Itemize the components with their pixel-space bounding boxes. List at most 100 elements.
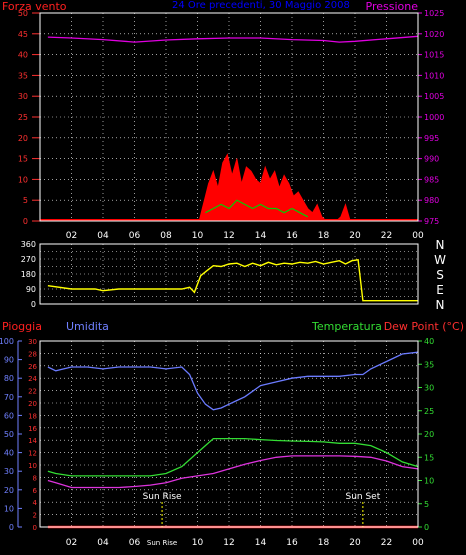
pressure-y-tick-label: 1000 <box>424 113 444 122</box>
weather-x-tick-label: 04 <box>97 538 109 548</box>
weather-x-tick-label: Sun Rise <box>147 539 177 547</box>
wind-y-tick-label: 25 <box>18 113 28 122</box>
wind-gust-line <box>205 199 309 218</box>
pressure-y-tick-label: 975 <box>424 217 439 226</box>
wind-x-tick-label: 10 <box>192 231 204 241</box>
sunset-label: Sun Set <box>345 492 380 502</box>
rain-y-tick-label: 22 <box>28 388 37 396</box>
pressure-axis-title: Pressione <box>366 0 419 13</box>
dewpoint-line <box>47 455 419 489</box>
temp-y-tick-label: 20 <box>424 430 434 439</box>
temp-y-tick-label: 30 <box>424 384 434 393</box>
temperature-axis-title: Temperatura <box>311 320 382 333</box>
dir-y-tick-label: 180 <box>21 270 36 279</box>
pressure-y-tick-label: 1025 <box>424 9 444 18</box>
wind-x-tick-label: 12 <box>223 231 234 241</box>
pressure-y-tick-label: 1020 <box>424 30 444 39</box>
wind-y-tick-label: 5 <box>23 196 28 205</box>
pressure-y-tick-label: 980 <box>424 196 439 205</box>
weather-x-tick-label: 20 <box>349 538 361 548</box>
temp-y-tick-label: 40 <box>424 337 434 346</box>
humidity-y-tick-label: 0 <box>9 523 14 532</box>
rain-y-tick-label: 30 <box>28 338 37 346</box>
rain-y-tick-label: 12 <box>28 450 37 458</box>
wind-x-tick-label: 20 <box>349 231 361 241</box>
humidity-line <box>47 351 419 411</box>
rain-axis-title: Pioggia <box>2 320 42 333</box>
rain-y-tick-label: 18 <box>28 412 37 420</box>
weather-x-tick-label: 00 <box>412 538 424 548</box>
dir-compass-label: W <box>434 253 446 267</box>
wind-frame <box>39 12 419 222</box>
wind-y-tick-label: 0 <box>23 217 28 226</box>
wind-x-tick-label: 02 <box>66 231 77 241</box>
pressure-y-tick-label: 1015 <box>424 51 444 60</box>
temp-y-tick-label: 0 <box>424 523 429 532</box>
wind-x-tick-label: 22 <box>381 231 392 241</box>
rain-y-tick-label: 0 <box>33 524 37 532</box>
wind-x-tick-label: 16 <box>286 231 298 241</box>
humidity-y-tick-label: 90 <box>4 356 14 365</box>
chart-title: 24 Ore precedenti, 30 Maggio 2008 <box>172 0 350 11</box>
rain-y-tick-label: 24 <box>28 375 37 383</box>
temp-y-tick-label: 5 <box>424 500 429 509</box>
temperature-line <box>47 437 419 477</box>
wind-y-tick-label: 45 <box>18 30 28 39</box>
rain-y-tick-label: 16 <box>28 425 37 433</box>
dir-y-tick-label: 360 <box>21 240 36 249</box>
humidity-y-tick-label: 60 <box>4 411 14 420</box>
rain-y-tick-label: 14 <box>28 437 37 445</box>
dir-y-tick-label: 90 <box>26 285 36 294</box>
wind-y-tick-label: 35 <box>18 71 28 80</box>
dir-compass-label: S <box>436 268 444 282</box>
wind-x-tick-label: 18 <box>318 231 330 241</box>
dewpoint-axis-title: Dew Point (°C) <box>384 320 464 333</box>
humidity-axis-title: Umidita <box>66 320 109 333</box>
pressure-y-tick-label: 995 <box>424 134 439 143</box>
rain-y-tick-label: 28 <box>28 350 37 358</box>
pressure-line <box>47 35 419 43</box>
rain-y-tick-label: 26 <box>28 363 37 371</box>
temp-y-tick-label: 35 <box>424 360 434 369</box>
wind-y-tick-label: 50 <box>18 9 28 18</box>
dir-y-tick-label: 270 <box>21 255 36 264</box>
wind-y-tick-label: 20 <box>18 134 28 143</box>
wind-y-tick-label: 30 <box>18 92 28 101</box>
weather-x-tick-label: 02 <box>66 538 77 548</box>
pressure-y-tick-label: 1005 <box>424 92 444 101</box>
weather-frame <box>39 340 419 528</box>
pressure-y-tick-label: 990 <box>424 155 439 164</box>
weather-x-tick-label: 22 <box>381 538 392 548</box>
rain-y-tick-label: 6 <box>33 487 38 495</box>
temp-y-tick-label: 15 <box>424 453 434 462</box>
wind-x-tick-label: 06 <box>129 231 141 241</box>
rain-y-tick-label: 20 <box>28 400 37 408</box>
weather-x-tick-label: 14 <box>255 538 267 548</box>
humidity-y-tick-label: 40 <box>4 449 14 458</box>
humidity-y-tick-label: 100 <box>0 337 14 346</box>
humidity-y-tick-label: 20 <box>4 486 14 495</box>
wind-x-tick-label: 04 <box>97 231 109 241</box>
humidity-y-tick-label: 80 <box>4 374 14 383</box>
dir-y-tick-label: 0 <box>31 300 36 309</box>
sunrise-label: Sun Rise <box>143 492 182 502</box>
humidity-y-tick-label: 70 <box>4 393 14 402</box>
wind-panel: 0510152025303540455097598098599099510001… <box>18 9 445 241</box>
wind-x-tick-label: 08 <box>160 231 172 241</box>
direction-line <box>47 259 418 302</box>
weather-panel: 0102030405060708090100024681012141618202… <box>0 337 434 548</box>
humidity-y-tick-label: 50 <box>4 430 14 439</box>
wind-x-tick-label: 14 <box>255 231 267 241</box>
dir-compass-label: N <box>436 238 445 252</box>
weather-x-tick-label: 06 <box>129 538 141 548</box>
rain-y-tick-label: 4 <box>33 499 38 507</box>
weather-x-tick-label: 12 <box>223 538 234 548</box>
wind-y-tick-label: 10 <box>18 175 28 184</box>
pressure-y-tick-label: 985 <box>424 175 439 184</box>
dir-compass-label: E <box>436 283 444 297</box>
wind-x-tick-label: 00 <box>412 231 424 241</box>
wind-axis-title: Forza vento <box>2 0 67 13</box>
rain-y-tick-label: 2 <box>33 512 37 520</box>
